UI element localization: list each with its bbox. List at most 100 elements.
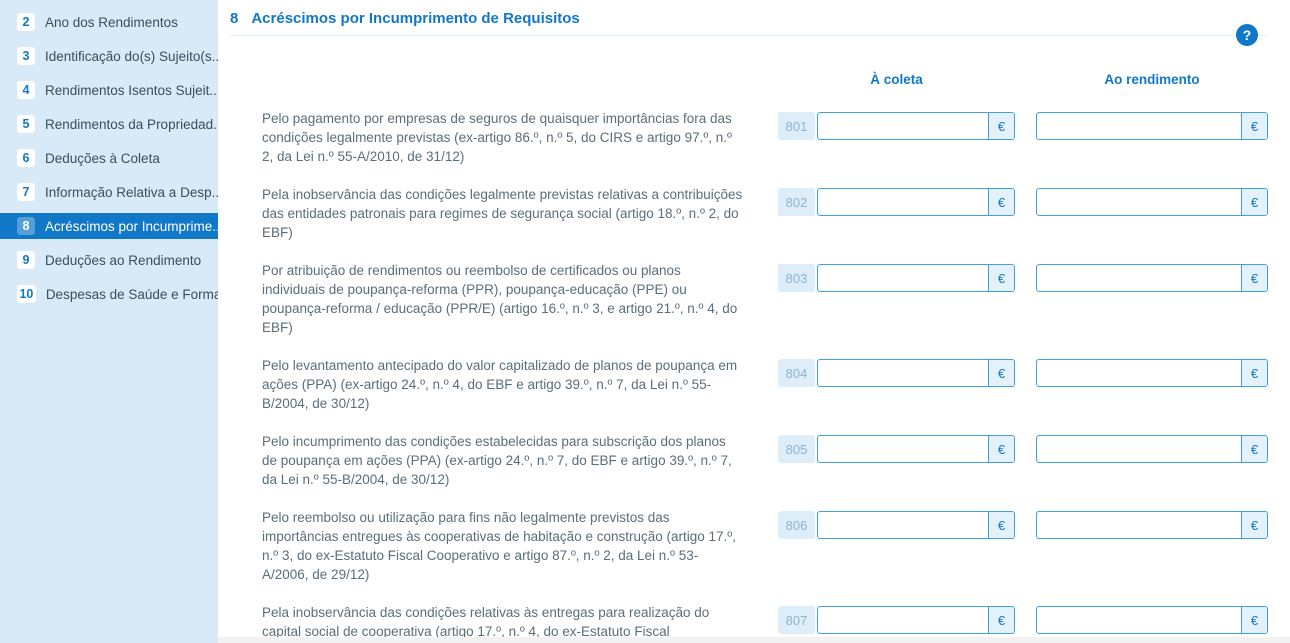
sidebar-item-deducoes-rendimento[interactable]: 9 Deduções ao Rendimento [0,247,218,273]
sidebar-item-label: Identificação do(s) Sujeito(s... [45,48,218,64]
euro-icon: € [988,607,1014,633]
field-804-a-coleta: € [817,359,1015,387]
input-802-a-coleta[interactable] [818,189,988,215]
field-807-a-coleta: € [817,606,1015,634]
sidebar-item-label: Rendimentos Isentos Sujeit... [45,82,218,98]
euro-icon: € [1241,265,1267,291]
euro-icon: € [1241,607,1267,633]
sidebar-item-acrescimos-incumprimento[interactable]: 8 Acréscimos por Incumprime... [0,213,218,239]
column-header-a-coleta: À coleta [870,72,923,87]
field-code-badge: 807 [778,606,815,634]
input-805-a-coleta[interactable] [818,436,988,462]
page-bottom-edge [218,637,1290,643]
input-804-ao-rendimento[interactable] [1037,360,1241,386]
euro-icon: € [988,512,1014,538]
section-number: 8 [230,10,239,27]
field-806-a-coleta: € [817,511,1015,539]
form-row-802: Pela inobservância das condições legalme… [230,185,1268,242]
sidebar-item-deducoes-coleta[interactable]: 6 Deduções à Coleta [0,145,218,171]
field-804-ao-rendimento: € [1036,359,1268,387]
field-802-a-coleta: € [817,188,1015,216]
input-803-ao-rendimento[interactable] [1037,265,1241,291]
page-title: Acréscimos por Incumprimento de Requisit… [251,10,580,27]
section-number-badge: 4 [17,81,35,99]
column-header-ao-rendimento: Ao rendimento [1104,72,1200,87]
euro-icon: € [1241,436,1267,462]
form-row-804: Pelo levantamento antecipado do valor ca… [230,356,1268,413]
input-802-ao-rendimento[interactable] [1037,189,1241,215]
field-801-ao-rendimento: € [1036,112,1268,140]
section-number-badge: 6 [17,149,35,167]
input-807-a-coleta[interactable] [818,607,988,633]
sidebar-item-label: Despesas de Saúde e Forma... [45,286,218,302]
euro-icon: € [1241,189,1267,215]
input-804-a-coleta[interactable] [818,360,988,386]
column-headers: À coleta Ao rendimento [230,72,1268,87]
section-main: 8 Acréscimos por Incumprimento de Requis… [218,0,1290,643]
row-description: Pela inobservância das condições relativ… [262,605,710,639]
euro-icon: € [988,113,1014,139]
field-801-a-coleta: € [817,112,1015,140]
section-sidebar: 2 Ano dos Rendimentos 3 Identificação do… [0,0,218,643]
sidebar-item-label: Informação Relativa a Desp... [45,184,218,200]
section-number-badge: 7 [17,183,35,201]
field-803-ao-rendimento: € [1036,264,1268,292]
field-code-badge: 805 [778,435,815,463]
sidebar-item-rendimentos-isentos[interactable]: 4 Rendimentos Isentos Sujeit... [0,77,218,103]
sidebar-item-informacao-despesas[interactable]: 7 Informação Relativa a Desp... [0,179,218,205]
row-description: Pelo incumprimento das condições estabel… [262,434,732,487]
form-row-801: Pelo pagamento por empresas de seguros d… [230,109,1268,166]
input-801-a-coleta[interactable] [818,113,988,139]
input-806-a-coleta[interactable] [818,512,988,538]
section-number-badge: 10 [17,285,36,303]
euro-icon: € [988,436,1014,462]
input-801-ao-rendimento[interactable] [1037,113,1241,139]
field-803-a-coleta: € [817,264,1015,292]
section-number-badge: 3 [17,47,35,65]
input-806-ao-rendimento[interactable] [1037,512,1241,538]
form-row-805: Pelo incumprimento das condições estabel… [230,432,1268,489]
sidebar-item-identificacao-sujeitos[interactable]: 3 Identificação do(s) Sujeito(s... [0,43,218,69]
sidebar-item-label: Deduções ao Rendimento [45,252,202,268]
sidebar-item-label: Ano dos Rendimentos [45,14,178,30]
form-row-807: Pela inobservância das condições relativ… [230,603,1268,643]
row-description: Por atribuição de rendimentos ou reembol… [262,263,738,335]
form-row-803: Por atribuição de rendimentos ou reembol… [230,261,1268,337]
field-code-badge: 802 [778,188,815,216]
row-description: Pelo levantamento antecipado do valor ca… [262,358,738,411]
field-802-ao-rendimento: € [1036,188,1268,216]
field-code-badge: 803 [778,264,815,292]
sidebar-item-ano-rendimentos[interactable]: 2 Ano dos Rendimentos [0,9,218,35]
help-icon[interactable]: ? [1236,24,1258,46]
section-header: 8 Acréscimos por Incumprimento de Requis… [230,0,1268,36]
euro-icon: € [988,189,1014,215]
field-code-badge: 804 [778,359,815,387]
section-number-badge: 8 [17,217,35,235]
sidebar-item-label: Rendimentos da Propriedad... [45,116,218,132]
section-number-badge: 5 [17,115,35,133]
sidebar-item-label: Deduções à Coleta [45,150,160,166]
field-807-ao-rendimento: € [1036,606,1268,634]
row-description: Pelo reembolso ou utilização para fins n… [262,510,736,582]
field-code-badge: 801 [778,112,815,140]
form-row-806: Pelo reembolso ou utilização para fins n… [230,508,1268,584]
euro-icon: € [1241,113,1267,139]
input-805-ao-rendimento[interactable] [1037,436,1241,462]
field-806-ao-rendimento: € [1036,511,1268,539]
euro-icon: € [988,360,1014,386]
euro-icon: € [988,265,1014,291]
row-description: Pelo pagamento por empresas de seguros d… [262,111,732,164]
sidebar-item-despesas-saude[interactable]: 10 Despesas de Saúde e Forma... [0,281,218,307]
euro-icon: € [1241,512,1267,538]
input-807-ao-rendimento[interactable] [1037,607,1241,633]
field-805-a-coleta: € [817,435,1015,463]
euro-icon: € [1241,360,1267,386]
section-number-badge: 2 [17,13,35,31]
section-number-badge: 9 [17,251,35,269]
field-805-ao-rendimento: € [1036,435,1268,463]
row-description: Pela inobservância das condições legalme… [262,187,743,240]
sidebar-item-rendimentos-propriedade[interactable]: 5 Rendimentos da Propriedad... [0,111,218,137]
field-code-badge: 806 [778,511,815,539]
input-803-a-coleta[interactable] [818,265,988,291]
